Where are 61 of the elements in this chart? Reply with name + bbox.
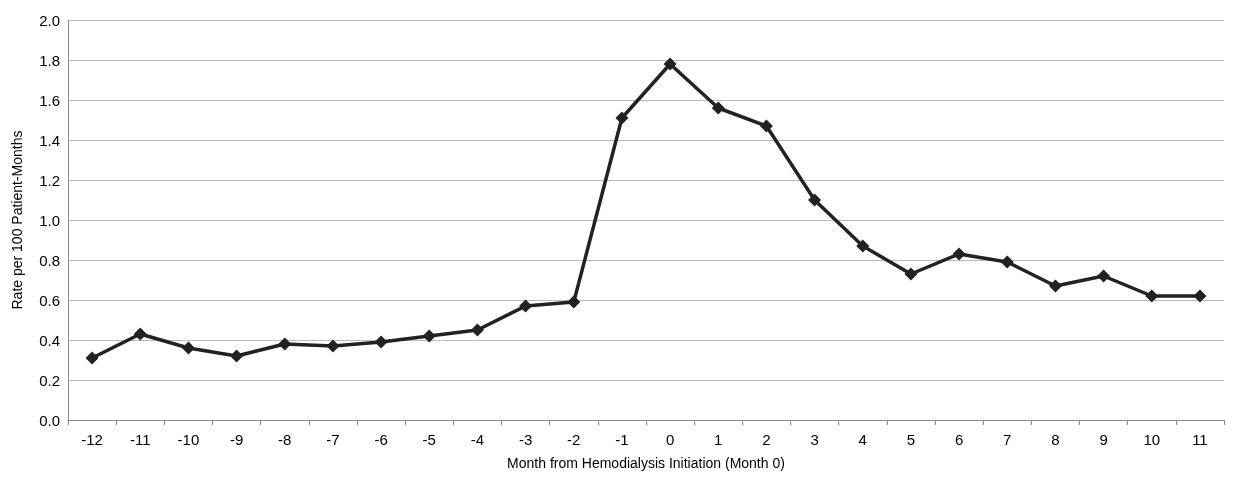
y-axis-title: Rate per 100 Patient-Months: [9, 130, 25, 310]
point: [278, 337, 292, 351]
point: [1000, 255, 1014, 269]
y-tick-label: 1.2: [39, 171, 60, 189]
x-tick-label: 3: [810, 431, 819, 448]
point: [1145, 289, 1159, 303]
x-tick-label: -5: [422, 431, 436, 448]
point: [422, 329, 436, 343]
x-tick-label: 4: [858, 431, 867, 448]
point: [470, 323, 484, 337]
y-tick-label: 0.4: [39, 331, 60, 349]
y-tick-label: 0.2: [39, 371, 60, 389]
point: [711, 101, 725, 115]
y-tick-label: 0.0: [39, 411, 60, 429]
x-tick-label: 5: [906, 431, 916, 448]
x-tick-label: -10: [177, 431, 200, 448]
point: [663, 57, 677, 71]
x-tick-label: -12: [81, 431, 103, 448]
y-tick-label: 0.6: [39, 291, 60, 309]
x-tick-label: 8: [1051, 431, 1060, 448]
point: [1193, 289, 1207, 303]
x-tick-label: -8: [278, 431, 292, 448]
point: [374, 335, 388, 349]
point: [759, 119, 773, 133]
point: [567, 295, 581, 309]
x-tick-label: -6: [374, 431, 388, 448]
point: [856, 239, 870, 253]
point: [230, 349, 244, 363]
point: [904, 267, 918, 281]
y-tick-label: 0.8: [39, 251, 60, 269]
x-tick-label: -4: [470, 431, 485, 448]
y-tick-label: 1.0: [39, 211, 60, 229]
point: [615, 111, 629, 125]
x-tick-label: 1: [714, 431, 723, 448]
point: [181, 341, 195, 355]
x-tick-label: -9: [229, 431, 244, 448]
point: [1097, 269, 1111, 283]
x-tick-label: 11: [1192, 431, 1208, 448]
x-tick-label: 7: [1003, 431, 1012, 448]
x-tick-label: 0: [665, 431, 675, 448]
y-tick-label: 1.4: [39, 131, 60, 149]
y-tick-label: 2.0: [39, 11, 60, 29]
point: [808, 193, 822, 207]
x-tick-label: -3: [518, 431, 533, 448]
point: [952, 247, 966, 261]
y-tick-label: 1.6: [39, 91, 60, 109]
point: [1048, 279, 1062, 293]
x-tick-label: -11: [129, 431, 151, 448]
x-tick-label: 9: [1099, 431, 1108, 448]
y-tick-label: 1.8: [39, 51, 60, 69]
point: [85, 351, 99, 365]
point: [519, 299, 533, 313]
point: [326, 339, 340, 353]
x-axis-title: Month from Hemodialysis Initiation (Month 0): [507, 455, 785, 471]
x-tick-label: -7: [326, 431, 340, 448]
x-tick-label: 6: [954, 431, 964, 448]
x-tick-label: -2: [567, 431, 581, 448]
point: [133, 327, 147, 341]
x-tick-label: -1: [615, 431, 629, 448]
x-tick-label: 10: [1143, 431, 1161, 448]
x-tick-label: 2: [762, 431, 771, 448]
